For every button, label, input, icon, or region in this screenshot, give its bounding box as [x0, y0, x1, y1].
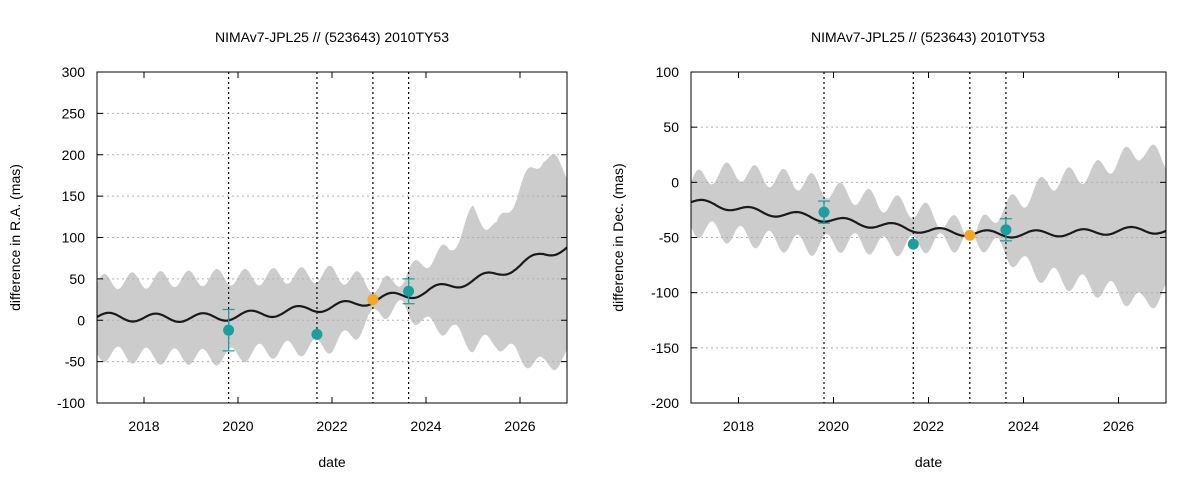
- x-axis-label: date: [915, 454, 942, 470]
- observation-point: [907, 238, 919, 250]
- y-tick-label: -100: [57, 395, 85, 411]
- y-tick-label: 100: [62, 230, 86, 246]
- x-tick-label: 2024: [1008, 418, 1039, 434]
- chart-title: NIMAv7-JPL25 // (523643) 2010TY53: [215, 29, 449, 45]
- difference-curve: [97, 246, 567, 323]
- y-axis-label: difference in R.A. (mas): [7, 164, 23, 311]
- y-tick-label: 300: [62, 64, 86, 80]
- y-tick-label: -50: [659, 230, 679, 246]
- y-tick-label: -50: [65, 354, 85, 370]
- highlight-point: [964, 229, 976, 241]
- y-tick-label: 50: [663, 119, 679, 135]
- chart-1: -100 -50 0 50 100 150 200 250 300 2018 2020 2022 202…: [7, 29, 568, 470]
- observation-point: [311, 328, 323, 340]
- x-axis-label: date: [318, 454, 345, 470]
- y-axis-label: difference in Dec. (mas): [610, 163, 626, 311]
- difference-curve: [691, 198, 1166, 239]
- x-tick-label: 2022: [913, 418, 944, 434]
- y-tick-label: 50: [69, 271, 85, 287]
- y-tick-label: -100: [651, 285, 679, 301]
- x-tick-label: 2024: [410, 418, 441, 434]
- y-tick-label: 200: [62, 147, 86, 163]
- x-tick-label: 2026: [504, 418, 535, 434]
- y-tick-label: 150: [62, 188, 86, 204]
- highlight-point: [367, 294, 379, 306]
- x-tick-label: 2022: [316, 418, 347, 434]
- y-tick-label: 0: [77, 312, 85, 328]
- y-tick-label: -150: [651, 340, 679, 356]
- y-tick-label: 0: [671, 174, 679, 190]
- y-tick-label: 100: [656, 64, 680, 80]
- y-tick-label: 250: [62, 105, 86, 121]
- observation-point: [818, 206, 830, 218]
- uncertainty-band: [97, 154, 567, 371]
- observation-point: [403, 285, 415, 297]
- chart-2: -200 -150 -100 -50 0 50 100 2018 2020 2022 2024 202…: [610, 29, 1167, 470]
- chart-title: NIMAv7-JPL25 // (523643) 2010TY53: [811, 29, 1045, 45]
- observation-point: [1000, 224, 1012, 236]
- x-tick-label: 2018: [723, 418, 754, 434]
- x-tick-label: 2020: [222, 418, 253, 434]
- observation-point: [223, 324, 235, 336]
- x-tick-label: 2018: [128, 418, 159, 434]
- x-tick-label: 2026: [1103, 418, 1134, 434]
- uncertainty-band: [691, 144, 1166, 309]
- x-tick-label: 2020: [818, 418, 849, 434]
- y-tick-label: -200: [651, 395, 679, 411]
